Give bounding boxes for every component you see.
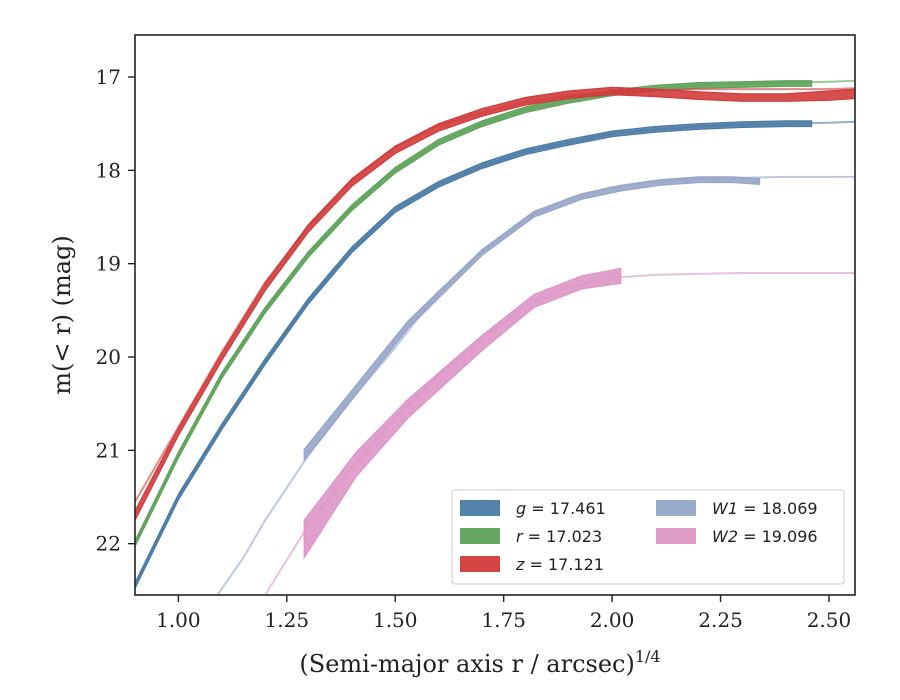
x-tick-label: 2.00 xyxy=(590,608,635,632)
series-w1 xyxy=(216,175,855,595)
y-tick-label: 18 xyxy=(96,158,121,182)
legend-symbol: W1 xyxy=(712,499,738,518)
series-w2 xyxy=(264,267,855,595)
legend-symbol: r xyxy=(516,527,524,546)
legend-swatch xyxy=(656,528,696,544)
legend-label: r = 17.023 xyxy=(516,527,602,546)
x-tick-label: 1.75 xyxy=(481,608,526,632)
y-tick-label: 19 xyxy=(96,252,121,276)
x-tick-label: 1.00 xyxy=(156,608,201,632)
series-g xyxy=(135,120,855,589)
legend-value: = 19.096 xyxy=(738,527,818,546)
legend-item-w1: W1 = 18.069 xyxy=(656,499,818,518)
observed-band xyxy=(135,80,813,547)
legend-label: W1 = 18.069 xyxy=(712,499,818,518)
legend-box xyxy=(451,489,845,585)
series-r xyxy=(135,79,855,547)
observed-band xyxy=(135,120,813,589)
legend-label: g = 17.461 xyxy=(516,499,606,518)
x-axis-label: (Semi-major axis r / arcsec)1/4 xyxy=(299,647,660,678)
legend-value: = 17.461 xyxy=(526,499,606,518)
legend-symbol: W2 xyxy=(712,527,738,546)
legend-swatch xyxy=(656,500,696,516)
legend-symbol: g xyxy=(516,499,526,518)
y-tick-label: 22 xyxy=(96,532,121,556)
y-tick-label: 21 xyxy=(96,438,121,462)
legend-swatch xyxy=(460,528,500,544)
x-axis-label-exponent: 1/4 xyxy=(635,647,661,666)
y-tick-label: 17 xyxy=(96,65,121,89)
legend-item-z: z = 17.121 xyxy=(460,555,604,574)
legend-item-r: r = 17.023 xyxy=(460,527,602,546)
legend-item-w2: W2 = 19.096 xyxy=(656,527,818,546)
x-tick-label: 1.50 xyxy=(373,608,418,632)
legend-label: W2 = 19.096 xyxy=(712,527,818,546)
observed-band xyxy=(135,86,855,521)
legend-symbol: z xyxy=(515,555,525,574)
x-axis: 1.00 1.25 1.50 1.75 2.00 2.25 2.50 xyxy=(156,595,851,632)
legend-value: = 17.023 xyxy=(523,527,603,546)
plot-frame xyxy=(134,34,856,596)
legend-swatch xyxy=(460,500,500,516)
series-z xyxy=(135,86,855,521)
legend-swatch xyxy=(460,556,500,572)
plot-area xyxy=(135,79,855,595)
legend-value: = 18.069 xyxy=(738,499,818,518)
x-tick-label: 2.25 xyxy=(698,608,743,632)
legend-item-g: g = 17.461 xyxy=(460,499,606,518)
legend-value: = 17.121 xyxy=(524,555,604,574)
y-tick-label: 20 xyxy=(96,345,121,369)
observed-band xyxy=(303,176,761,463)
x-tick-label: 1.25 xyxy=(265,608,310,632)
observed-band xyxy=(303,267,622,560)
legend-label: z = 17.121 xyxy=(515,555,604,574)
y-axis: 17 18 19 20 21 22 xyxy=(96,65,135,556)
y-axis-label: m(< r) (mag) xyxy=(48,235,76,394)
x-tick-label: 2.50 xyxy=(807,608,852,632)
